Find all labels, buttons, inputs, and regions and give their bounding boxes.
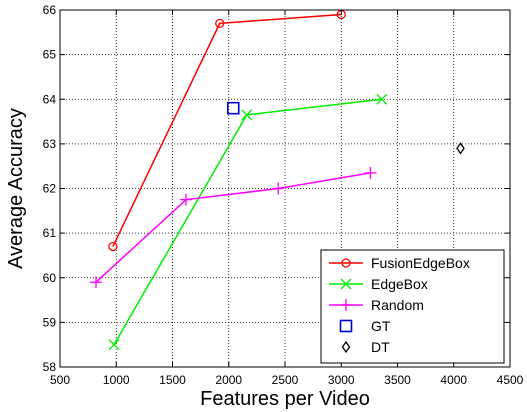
x-tick-label: 500 [50, 373, 70, 387]
x-tick-label: 3500 [384, 373, 411, 387]
data-point-random [272, 182, 285, 195]
y-tick-label: 64 [43, 92, 57, 106]
legend-item-random: Random [329, 297, 424, 313]
legend-label: EdgeBox [371, 276, 428, 292]
legend-label: GT [371, 318, 391, 334]
x-tick-label: 4500 [497, 373, 524, 387]
x-axis-title: Features per Video [200, 388, 370, 410]
data-point-edgebox [241, 109, 253, 121]
y-axis-title: Average Accuracy [5, 108, 27, 269]
y-tick-label: 60 [43, 271, 57, 285]
legend-item-edgebox: EdgeBox [329, 276, 428, 292]
series-line-random [95, 172, 371, 283]
series-dt [456, 142, 465, 155]
legend-marker [339, 319, 353, 333]
series-line-fusionedgebox [112, 13, 342, 247]
y-tick-label: 63 [43, 137, 57, 151]
y-tick-label: 61 [43, 226, 57, 240]
legend-item-gt: GT [339, 318, 391, 334]
x-tick-label: 2500 [272, 373, 299, 387]
legend-marker [341, 258, 351, 268]
data-point-edgebox [108, 339, 120, 351]
legend-item-dt: DT [341, 339, 390, 355]
legend: FusionEdgeBox EdgeBox Random GT DT [320, 249, 505, 364]
y-tick-label: 62 [43, 182, 57, 196]
legend-label: FusionEdgeBox [371, 255, 470, 271]
x-tick-label: 2000 [215, 373, 242, 387]
data-point-dt [456, 142, 465, 155]
legend-marker [340, 278, 352, 290]
axes: 500 1000 1500 2000 2500 3000 3500 4000 4500 58 59 6… [43, 3, 524, 387]
x-tick-label: 1000 [103, 373, 130, 387]
x-tick-label: 1500 [159, 373, 186, 387]
y-tick-label: 59 [43, 315, 57, 329]
data-point-fusionedgebox [215, 18, 225, 29]
series-fusionedgebox [108, 9, 346, 252]
data-point-gt [226, 101, 240, 115]
legend-label: Random [371, 297, 424, 313]
y-tick-label: 65 [43, 48, 57, 62]
data-point-random [90, 276, 102, 289]
legend-label: DT [371, 339, 390, 355]
x-tick-label: 4000 [440, 373, 467, 387]
data-point-edgebox [376, 93, 388, 105]
legend-box [320, 249, 505, 364]
data-point-random [364, 166, 377, 179]
y-tick-label: 66 [43, 3, 57, 17]
data-point-random [180, 193, 192, 206]
x-tick-label: 3000 [328, 373, 355, 387]
series-random [90, 166, 377, 289]
legend-marker [340, 299, 352, 311]
y-tick-label: 58 [43, 360, 57, 374]
series-layer [90, 9, 465, 351]
legend-item-fusionedgebox: FusionEdgeBox [329, 255, 470, 271]
data-point-fusionedgebox [108, 241, 118, 252]
legend-marker [341, 340, 351, 354]
series-gt [226, 101, 240, 115]
series-edgebox [108, 93, 388, 351]
